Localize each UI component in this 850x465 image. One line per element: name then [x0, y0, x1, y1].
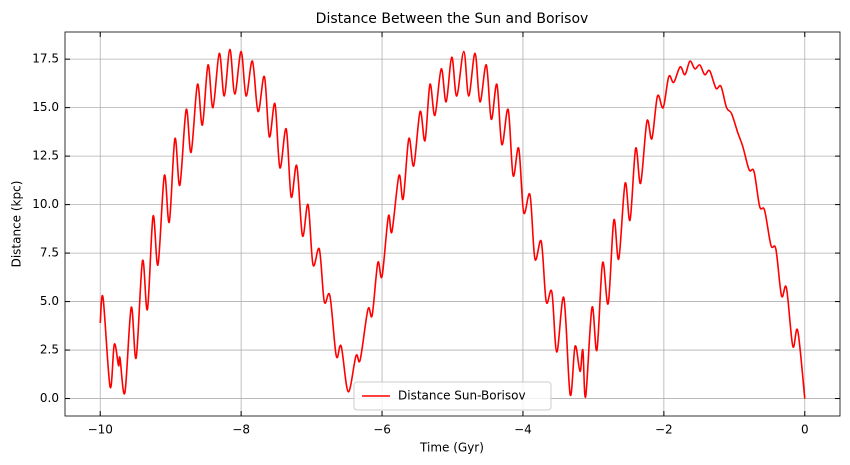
line	[99, 48, 806, 399]
y-tick-label: 17.5	[32, 52, 59, 66]
chart-title: Distance Between the Sun and Borisov	[316, 11, 589, 27]
legend-label: Distance Sun-Borisov	[398, 389, 526, 403]
legend-box	[353, 381, 552, 411]
x-tick-label: −4	[514, 423, 532, 437]
x-axis-label: Time (Gyr)	[419, 441, 484, 455]
y-tick-label: 0.0	[40, 391, 59, 405]
y-tick-label: 7.5	[40, 246, 59, 260]
x-tick-label: −8	[232, 423, 250, 437]
x-tick-label: 0	[801, 423, 809, 437]
x-tick-label: −6	[373, 423, 391, 437]
y-tick-label: 5.0	[40, 294, 59, 308]
x-tick-label: −10	[88, 423, 113, 437]
x-tick-label: −2	[655, 423, 673, 437]
y-tick-label: 10.0	[32, 197, 59, 211]
y-axis-label: Distance (kpc)	[10, 181, 24, 268]
y-tick-label: 15.0	[32, 100, 59, 114]
y-tick-label: 12.5	[32, 149, 59, 163]
plot-frame	[64, 31, 841, 417]
y-tick-label: 2.5	[40, 343, 59, 357]
